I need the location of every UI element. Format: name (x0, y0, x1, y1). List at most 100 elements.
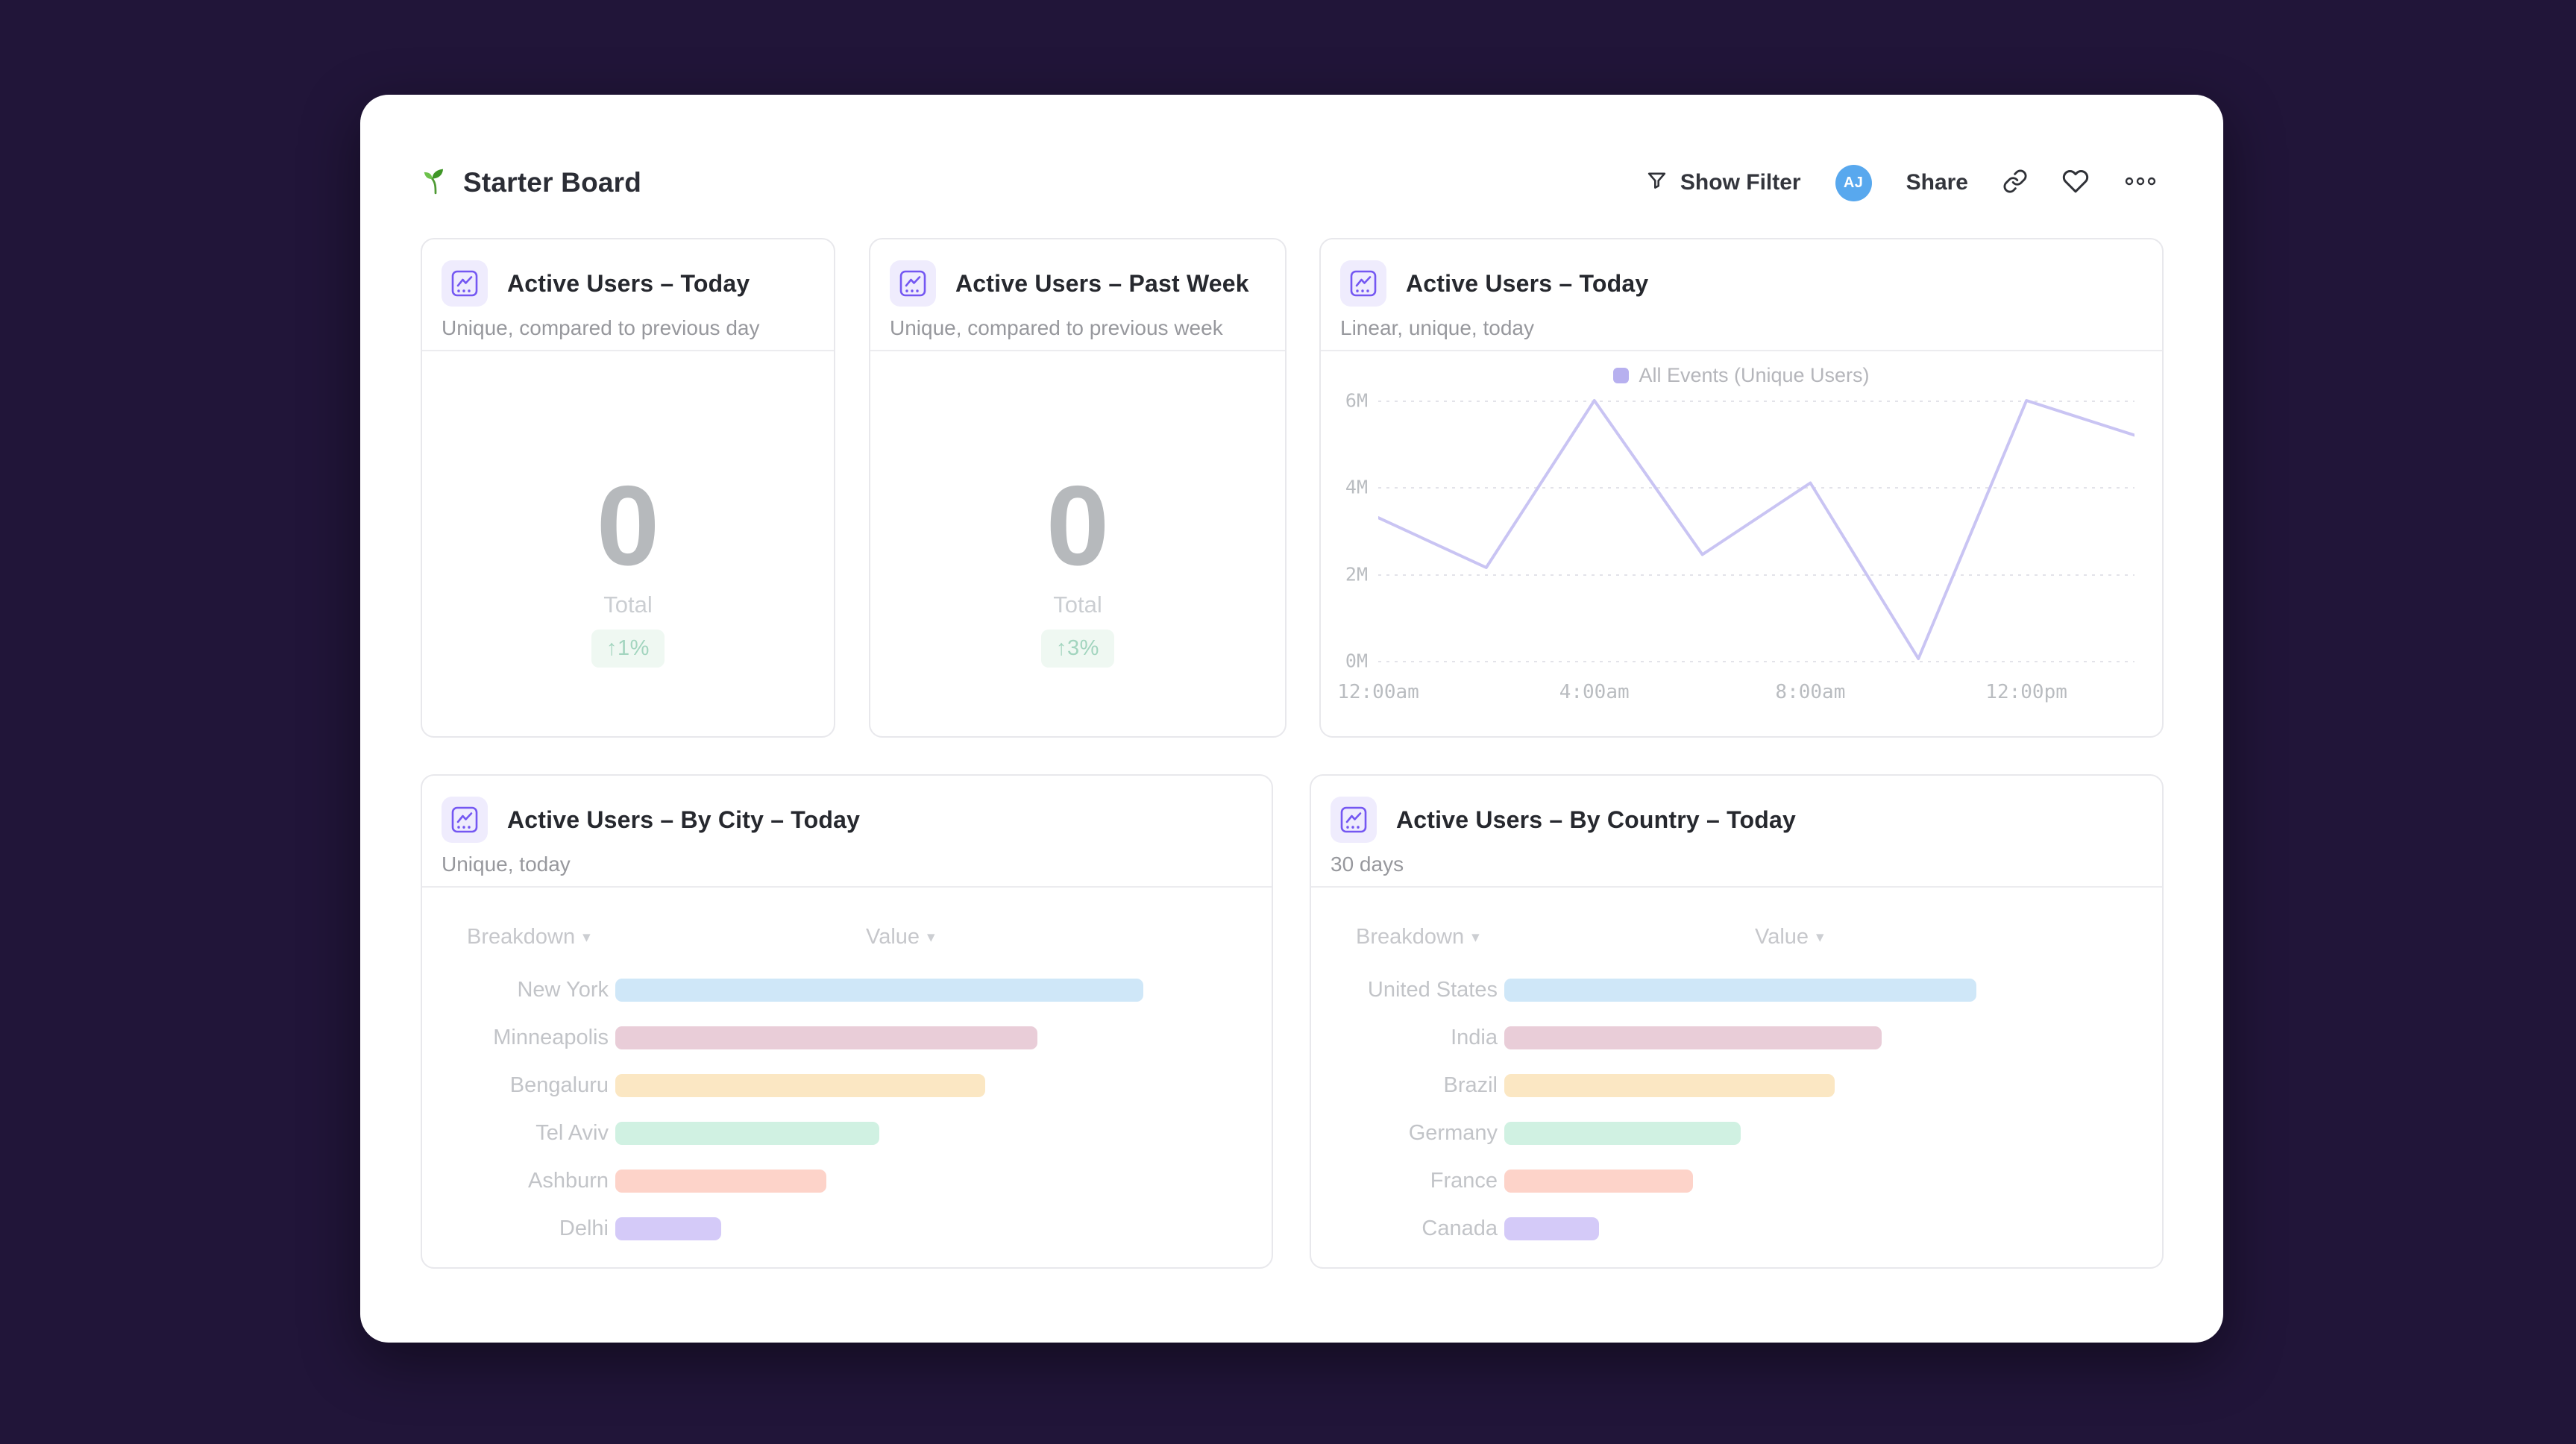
legend-label: All Events (Unique Users) (1639, 363, 1870, 386)
gridline (1378, 574, 2134, 576)
favorite-button[interactable] (2062, 168, 2089, 198)
value-bar (1504, 1217, 1599, 1240)
divider (422, 886, 1272, 888)
x-tick-label: 12:00am (1337, 681, 1419, 703)
value-column-header[interactable]: Value ▾ (866, 925, 935, 949)
chevron-down-icon: ▾ (582, 929, 591, 946)
card-active-users-today: Active Users – Today Unique, compared to… (421, 238, 835, 738)
line-plot-area (1378, 393, 2134, 677)
kpi-body: 0 Total ↑3% (870, 351, 1285, 736)
value-header-label: Value (866, 925, 920, 949)
chart-icon (442, 260, 488, 307)
legend-swatch (1613, 367, 1630, 383)
table-row: New York (422, 966, 1245, 1014)
card-active-users-by-city: Active Users – By City – Today Unique, t… (421, 774, 1273, 1269)
value-header-label: Value (1755, 925, 1809, 949)
gridline (1378, 661, 2134, 662)
line-chart-body: All Events (Unique Users) 6M 4M 2M 0M 12… (1321, 351, 2162, 736)
page-title: Starter Board (463, 167, 642, 198)
chevron-down-icon: ▾ (1471, 929, 1480, 946)
value-bar (615, 1169, 827, 1193)
chart-icon (890, 260, 936, 307)
table-row: Delhi (422, 1205, 1245, 1252)
more-options-button[interactable] (2123, 175, 2158, 191)
value-bar (1504, 1169, 1694, 1193)
link-icon (2002, 169, 2028, 198)
seedling-icon (421, 167, 450, 199)
card-header: Active Users – Past Week Unique, compare… (870, 239, 1285, 350)
chart-icon (442, 797, 488, 843)
avatar[interactable]: AJ (1835, 164, 1872, 201)
value-bar (615, 1217, 721, 1240)
gridline (1378, 401, 2134, 402)
card-title-link[interactable]: Active Users – By City – Today (507, 806, 861, 833)
row-label: Ashburn (527, 1168, 609, 1193)
kpi-value: 0 (596, 462, 660, 589)
value-bar (615, 1121, 879, 1145)
row-label: New York (517, 977, 609, 1002)
kpi-change-badge: ↑1% (591, 630, 665, 668)
kpi-change-badge: ↑3% (1041, 630, 1114, 668)
show-filter-button[interactable]: Show Filter (1645, 169, 1801, 196)
line-series-svg (1378, 399, 2134, 661)
table-header: Breakdown ▾ Value ▾ (422, 925, 1272, 955)
chart-icon (1331, 797, 1377, 843)
divider (870, 350, 1285, 351)
kpi-value-label: Total (603, 591, 653, 618)
card-subtitle: 30 days (1331, 853, 1404, 876)
row-label: Canada (1421, 1216, 1498, 1240)
breakdown-rows: New York Minneapolis Bengaluru Tel Aviv … (422, 966, 1245, 1252)
table-header: Breakdown ▾ Value ▾ (1311, 925, 2162, 955)
breakdown-header-label: Breakdown (1356, 925, 1465, 949)
row-label: India (1451, 1025, 1498, 1049)
chevron-down-icon: ▾ (927, 929, 935, 946)
table-row: Bengaluru (422, 1061, 1245, 1109)
divider (1311, 886, 2162, 888)
row-label: United States (1367, 977, 1498, 1002)
dashboard-panel: Starter Board Show Filter AJ Share (360, 95, 2223, 1343)
card-title-link[interactable]: Active Users – Today (1406, 269, 1649, 297)
share-button[interactable]: Share (1906, 170, 1968, 195)
kpi-value-label: Total (1053, 591, 1102, 618)
card-title-link[interactable]: Active Users – Past Week (955, 269, 1249, 297)
breakdown-column-header[interactable]: Breakdown ▾ (1356, 925, 1480, 949)
row-label: France (1430, 1168, 1498, 1193)
x-tick-label: 8:00am (1775, 681, 1846, 703)
ellipsis-icon (2123, 175, 2158, 191)
y-tick-label: 0M (1345, 650, 1368, 672)
row-label: Tel Aviv (535, 1120, 609, 1145)
value-bar (615, 978, 1143, 1002)
divider (1321, 350, 2162, 351)
card-subtitle: Unique, today (442, 853, 571, 876)
table-row: Germany (1311, 1109, 2135, 1157)
y-tick-label: 2M (1345, 563, 1368, 586)
divider (422, 350, 834, 351)
breakdown-column-header[interactable]: Breakdown ▾ (467, 925, 591, 949)
value-column-header[interactable]: Value ▾ (1755, 925, 1824, 949)
breakdown-table-body: Breakdown ▾ Value ▾ United States India (1311, 888, 2162, 1267)
card-header: Active Users – By City – Today Unique, t… (422, 776, 1272, 886)
copy-link-button[interactable] (2002, 169, 2028, 198)
table-row: Minneapolis (422, 1014, 1245, 1061)
value-bar (615, 1026, 1038, 1049)
x-axis-labels: 12:00am 4:00am 8:00am 12:00pm (1337, 681, 2134, 706)
card-title-link[interactable]: Active Users – Today (507, 269, 750, 297)
row-label: Brazil (1443, 1073, 1498, 1097)
y-axis-labels: 6M 4M 2M 0M (1331, 390, 1368, 677)
card-active-users-linear: Active Users – Today Linear, unique, tod… (1319, 238, 2164, 738)
table-row: Tel Aviv (422, 1109, 1245, 1157)
heart-icon (2062, 168, 2089, 198)
card-title-link[interactable]: Active Users – By Country – Today (1396, 806, 1796, 833)
card-header: Active Users – Today Unique, compared to… (422, 239, 834, 350)
value-bar (1504, 1073, 1835, 1097)
row-label: Germany (1408, 1120, 1498, 1145)
value-bar (615, 1073, 985, 1097)
kpi-value: 0 (1046, 462, 1110, 589)
show-filter-label: Show Filter (1680, 170, 1801, 195)
row-label: Delhi (559, 1216, 609, 1240)
table-row: Ashburn (422, 1157, 1245, 1205)
gridline (1378, 487, 2134, 489)
value-bar (1504, 1026, 1882, 1049)
x-tick-label: 4:00am (1559, 681, 1630, 703)
